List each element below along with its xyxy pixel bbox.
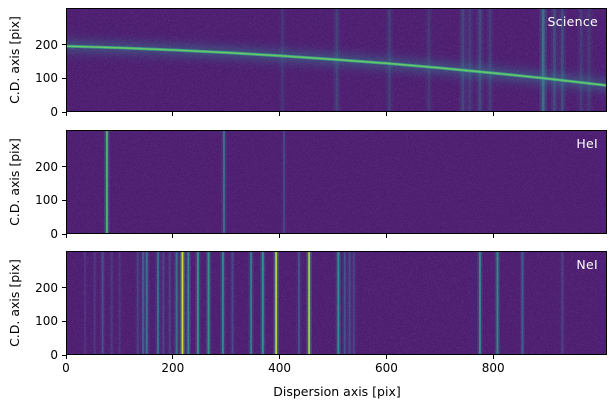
science-panel-label: Science [547,14,598,29]
y-tick-label: 200 [35,159,58,174]
y-tick [62,199,66,201]
y-tick-label: 0 [50,105,58,119]
y-tick [62,233,66,235]
y-tick [62,320,66,322]
y-tick-label: 0 [50,348,58,362]
nei-panel-label: NeI [576,257,598,272]
x-tick-label: 0 [62,361,70,375]
y-tick-label: 200 [35,37,58,52]
x-tick [279,355,281,359]
x-tick [65,355,67,359]
nei-panel: NeI [66,251,607,355]
y-tick [62,287,66,289]
x-tick-label: 200 [161,361,185,375]
x-tick [65,234,67,238]
dispersion-axis-label: Dispersion axis [pix] [273,384,401,399]
hei-panel: HeI [66,130,607,234]
x-tick [172,355,174,359]
y-tick-label: 100 [35,314,58,329]
science-heatmap [67,9,606,111]
cd-axis-label-nei: C.D. axis [pix] [7,259,22,347]
x-tick [172,234,174,238]
y-tick [62,166,66,168]
x-tick-label: 800 [481,361,505,375]
x-tick-label: 600 [374,361,398,375]
x-tick [65,112,67,116]
y-tick [62,77,66,79]
y-tick [62,111,66,113]
y-tick-label: 200 [35,280,58,295]
cd-axis-label-science: C.D. axis [pix] [7,16,22,104]
x-tick [492,234,494,238]
x-tick [172,112,174,116]
hei-heatmap [67,131,606,233]
y-tick [62,354,66,356]
science-panel: Science [66,8,607,112]
x-tick [385,234,387,238]
cd-axis-label-hei: C.D. axis [pix] [7,138,22,226]
y-tick-label: 100 [35,193,58,208]
y-tick-label: 0 [50,227,58,241]
x-tick-label: 400 [268,361,292,375]
x-tick [279,234,281,238]
hei-panel-label: HeI [576,136,598,151]
y-tick-label: 100 [35,71,58,86]
x-tick [492,112,494,116]
x-tick [385,112,387,116]
x-tick [492,355,494,359]
y-tick [62,44,66,46]
x-tick [279,112,281,116]
x-tick [385,355,387,359]
nei-heatmap [67,252,606,354]
